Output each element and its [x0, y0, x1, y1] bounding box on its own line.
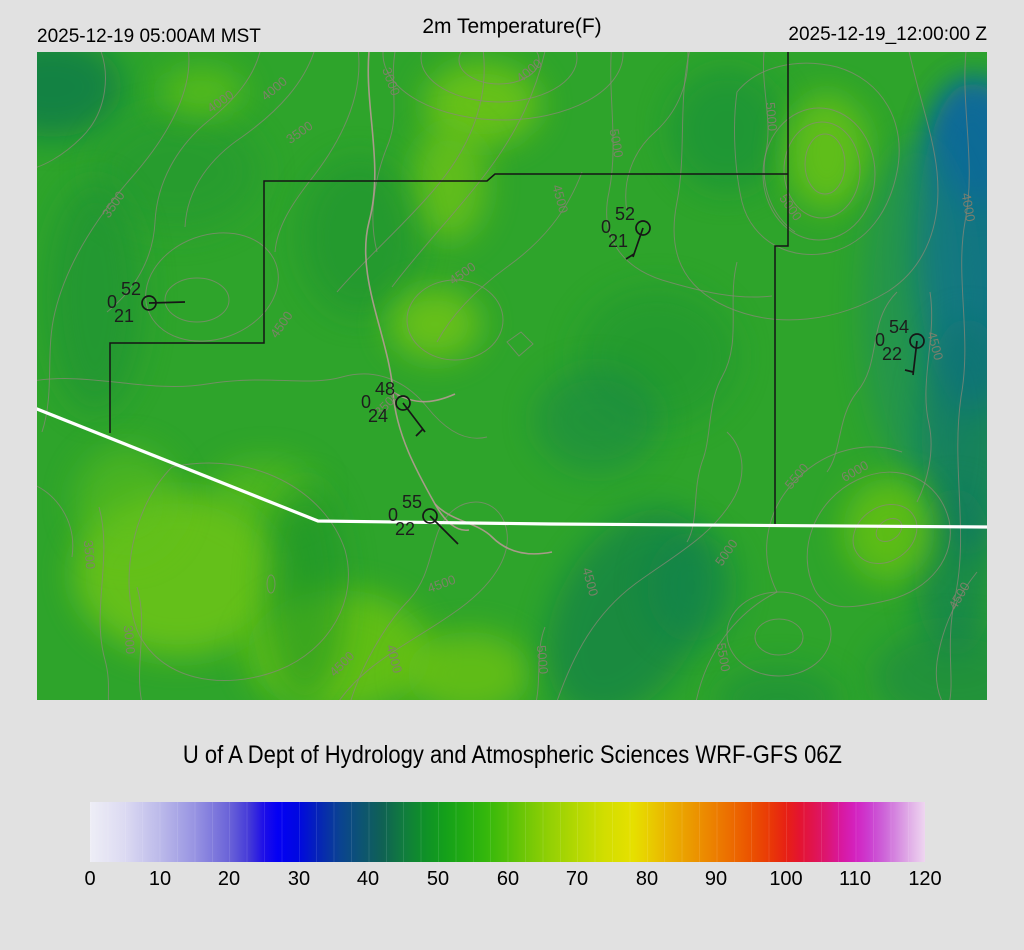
- svg-text:5500: 5500: [714, 642, 734, 673]
- colorbar-tick-labels: 0 10 20 30 40 50 60 70 80 90 100 110 120: [0, 868, 1024, 896]
- station-plot: 52 0 21: [601, 204, 651, 260]
- temperature-map: 4000 4000 3500 3500 3000 4000 5000 4500 …: [0, 0, 1024, 732]
- svg-text:4500: 4500: [549, 183, 571, 215]
- station-plot: 54 0 22: [875, 317, 925, 376]
- tick-label: 40: [356, 868, 380, 890]
- svg-text:5000: 5000: [763, 102, 780, 132]
- tick-label: 10: [148, 868, 172, 890]
- station-dewpoint: 22: [882, 344, 902, 364]
- wind-barb: [148, 301, 186, 304]
- wind-barb: [429, 515, 459, 545]
- station-plot: 52 0 21: [107, 279, 186, 326]
- station-temp: 55: [402, 492, 422, 512]
- station-plot: 48 0 24: [361, 379, 426, 437]
- tick-label: 100: [769, 868, 803, 890]
- station-aux: 0: [361, 392, 371, 412]
- svg-text:5000: 5000: [534, 645, 551, 675]
- tick-label: 0: [84, 868, 96, 890]
- map-image: 4000 4000 3500 3500 3000 4000 5000 4500 …: [0, 0, 1024, 732]
- station-dewpoint: 21: [114, 306, 134, 326]
- svg-text:4000: 4000: [959, 192, 979, 223]
- wind-barb: [904, 340, 918, 376]
- tick-label: 120: [908, 868, 942, 890]
- valid-time-local: 2025-12-19 05:00AM MST: [37, 26, 261, 47]
- caption: U of A Dept of Hydrology and Atmospheric…: [182, 741, 842, 769]
- tick-label: 20: [217, 868, 241, 890]
- station-aux: 0: [875, 330, 885, 350]
- station-plot: 55 0 22: [388, 492, 459, 545]
- svg-text:5000: 5000: [607, 128, 627, 159]
- svg-text:3500: 3500: [81, 540, 98, 570]
- tick-label: 70: [565, 868, 589, 890]
- contour-labels: 4000 4000 3500 3500 3000 4000 5000 4500 …: [81, 56, 979, 680]
- station-temp: 52: [121, 279, 141, 299]
- station-dewpoint: 22: [395, 519, 415, 539]
- station-aux: 0: [388, 505, 398, 525]
- station-temp: 54: [889, 317, 909, 337]
- station-aux: 0: [601, 217, 611, 237]
- station-plots: 52 0 21 52 0 21 54 0 22 48 0 24: [107, 204, 925, 545]
- colorbar-gradient: [90, 802, 925, 862]
- temperature-field: [0, 37, 1024, 732]
- tick-label: 90: [704, 868, 728, 890]
- svg-text:3000: 3000: [121, 625, 138, 655]
- tick-label: 110: [839, 868, 871, 890]
- svg-text:4500: 4500: [579, 566, 601, 598]
- tick-label: 80: [635, 868, 659, 890]
- tick-label: 30: [287, 868, 311, 890]
- station-aux: 0: [107, 292, 117, 312]
- svg-text:4000: 4000: [383, 643, 405, 675]
- tick-label: 60: [496, 868, 520, 890]
- station-temp: 52: [615, 204, 635, 224]
- river-lines: [364, 41, 553, 555]
- colorbar-segments: [90, 802, 925, 862]
- station-temp: 48: [375, 379, 395, 399]
- tick-label: 50: [426, 868, 450, 890]
- station-dewpoint: 21: [608, 231, 628, 251]
- wind-barb: [402, 402, 426, 437]
- station-dewpoint: 24: [368, 406, 388, 426]
- county-boundary: [109, 50, 789, 526]
- wind-barb: [625, 227, 644, 260]
- valid-time-utc: 2025-12-19_12:00:00 Z: [788, 24, 987, 45]
- map-title: 2m Temperature(F): [422, 15, 602, 38]
- svg-text:4500: 4500: [924, 330, 946, 362]
- colorbar: [90, 802, 925, 862]
